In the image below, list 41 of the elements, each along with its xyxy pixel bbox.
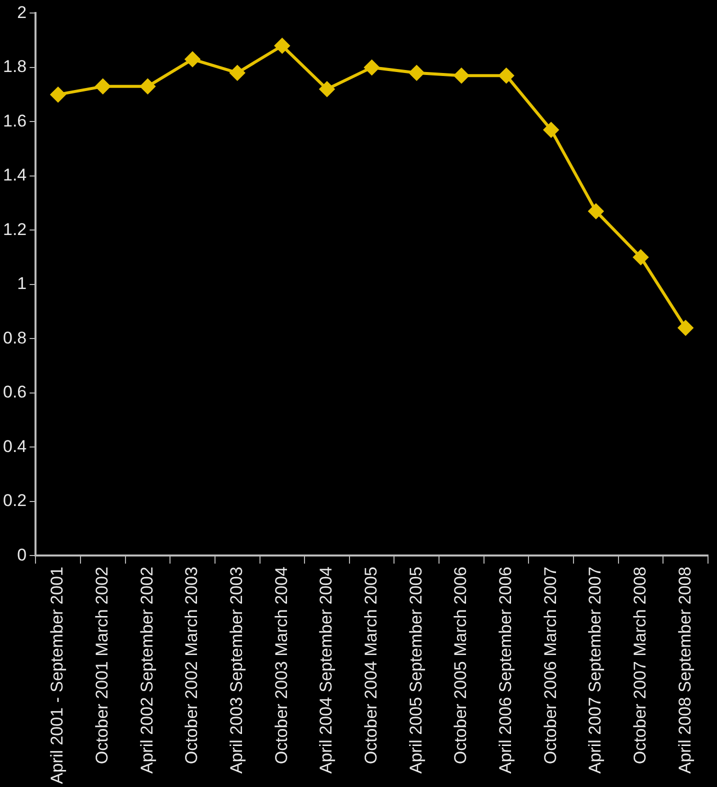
x-tick-label: October 2007 March 2008 — [630, 566, 650, 764]
y-tick-label: 0.6 — [2, 382, 27, 402]
y-tick-label: 1.2 — [2, 220, 27, 239]
x-tick-label: October 2005 March 2006 — [451, 566, 470, 764]
y-tick-label: 2 — [17, 2, 27, 22]
x-tick-label: April 2006 September 2006 — [496, 566, 515, 774]
y-tick-label: 1.8 — [2, 57, 27, 76]
point — [678, 320, 694, 336]
point — [140, 78, 156, 94]
point — [454, 68, 469, 84]
x-tick-label: April 2005 September 2005 — [406, 566, 426, 774]
x-tick-label: April 2007 September 2007 — [586, 566, 605, 774]
x-tick-label: April 2001 - September 2001 — [48, 566, 67, 784]
y-tick-label: 0.4 — [2, 436, 27, 456]
x-tick-label: April 2004 September 2004 — [316, 566, 336, 774]
x-tick-label: October 2006 March 2007 — [540, 566, 560, 764]
point — [274, 38, 290, 54]
point — [319, 82, 334, 97]
x-tick-label: April 2008 September 2008 — [675, 566, 694, 774]
y-tick-label: 1 — [17, 274, 27, 294]
x-tick-label: April 2003 September 2003 — [227, 566, 246, 774]
point — [498, 68, 514, 84]
x-tick-label: April 2002 September 2002 — [137, 566, 156, 774]
y-tick-label: 1.4 — [2, 166, 27, 185]
point — [364, 60, 380, 75]
point — [185, 52, 200, 67]
y-tick-label: 0 — [17, 545, 27, 564]
point — [95, 78, 110, 94]
x-tick-label: October 2004 March 2005 — [362, 566, 381, 764]
point — [588, 204, 604, 219]
x-tick-label: October 2003 March 2004 — [272, 566, 291, 764]
point — [409, 65, 424, 80]
x-tick-label: October 2002 March 2003 — [182, 566, 202, 764]
y-tick-label: 0.2 — [2, 491, 27, 510]
x-tick-label: October 2001 March 2002 — [92, 566, 112, 764]
y-tick-label: 0.8 — [2, 328, 27, 348]
point — [633, 250, 648, 265]
point — [50, 87, 66, 102]
y-tick-label: 1.6 — [2, 111, 27, 130]
point — [230, 65, 245, 80]
point — [544, 122, 559, 138]
